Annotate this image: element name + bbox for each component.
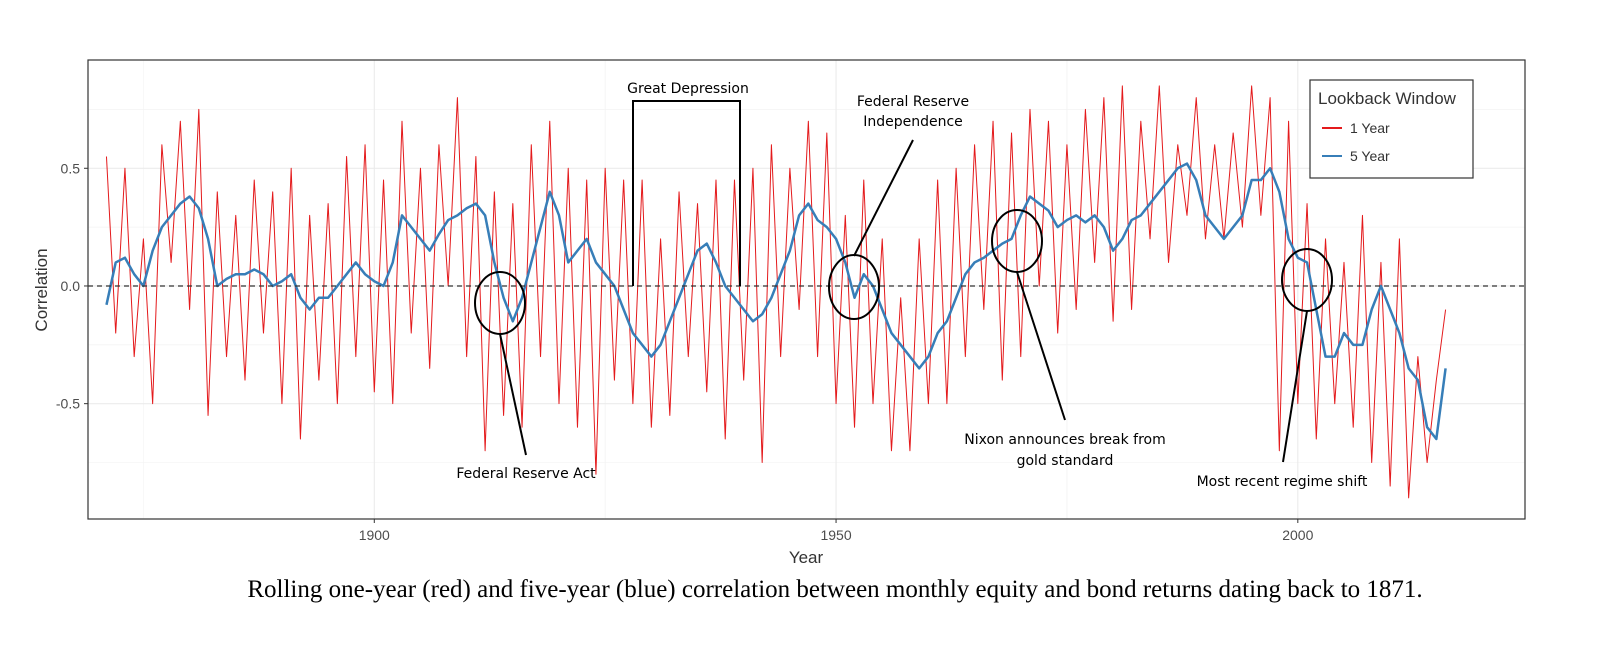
annotation-line: Federal Reserve: [857, 94, 969, 110]
y-tick-label: 0.5: [61, 160, 81, 176]
annotation-line: Nixon announces break from: [964, 432, 1165, 448]
series-line: [105, 85, 1447, 499]
pointer: [499, 333, 527, 456]
annotation-line: gold standard: [1017, 453, 1114, 469]
annotation: Great Depression: [627, 81, 749, 97]
annotations: Great Depression Federal Reserve Independ…: [456, 81, 1368, 490]
circle: [1281, 248, 1333, 312]
pointer: [853, 139, 914, 257]
plot-lines: [88, 85, 1525, 499]
annotation-line: Great Depression: [627, 81, 749, 97]
legend: Lookback Window 1 Year 5 Year: [1309, 79, 1474, 179]
x-axis-title: Year: [789, 548, 824, 567]
x-tick-label: 1900: [359, 527, 390, 543]
legend-label: 1 Year: [1350, 120, 1390, 136]
annotation: Federal Reserve Independence: [857, 94, 969, 130]
legend-label: 5 Year: [1350, 148, 1390, 164]
annotation: Federal Reserve Act: [456, 466, 596, 482]
y-axis-title: Correlation: [32, 248, 51, 331]
annotation-line: Federal Reserve Act: [456, 466, 596, 482]
y-tick-label: -0.5: [56, 396, 80, 412]
grid: [84, 60, 1525, 523]
panel-border: [87, 59, 1526, 520]
annotation-line: Most recent regime shift: [1197, 474, 1368, 490]
pointer: [1282, 310, 1308, 463]
pointer: [1016, 271, 1066, 421]
annotation: Most recent regime shift: [1197, 474, 1368, 490]
bracket: [632, 100, 741, 286]
x-tick-label: 1950: [820, 527, 851, 543]
annotation: Nixon announces break from gold standard: [964, 432, 1165, 469]
y-tick-label: 0.0: [61, 278, 81, 294]
x-tick-label: 2000: [1282, 527, 1313, 543]
caption: Rolling one-year (red) and five-year (bl…: [247, 576, 1422, 603]
annotation-line: Independence: [863, 114, 963, 130]
legend-title: Lookback Window: [1318, 89, 1457, 108]
series-line: [105, 162, 1447, 441]
